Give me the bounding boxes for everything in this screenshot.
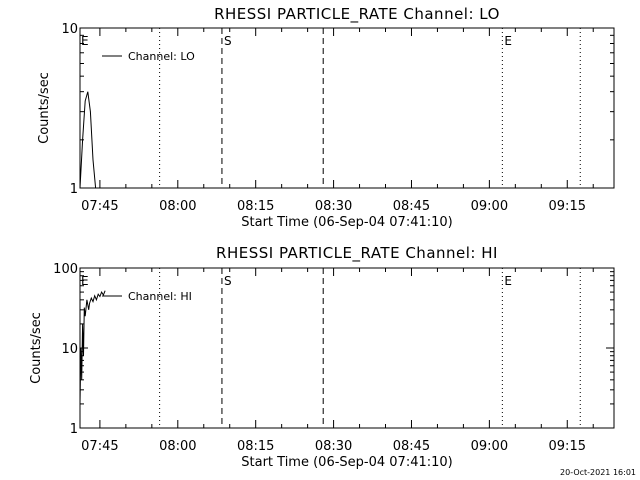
chart-panel-2: RHESSI PARTICLE_RATE Channel: HI 07:45 08:… bbox=[29, 244, 615, 470]
y-tick-label: 1 bbox=[70, 422, 78, 437]
x-tick-label: 08:45 bbox=[393, 439, 430, 454]
x-tick-label: 09:15 bbox=[549, 439, 586, 454]
legend-entry: Channel: LO bbox=[128, 50, 195, 63]
x-tick-label: 07:45 bbox=[81, 439, 118, 454]
chart-title: RHESSI PARTICLE_RATE Channel: LO bbox=[214, 5, 500, 24]
event-line-label: S bbox=[224, 34, 232, 48]
timestamp: 20-Oct-2021 16:01 bbox=[560, 468, 636, 477]
x-tick-label: 08:30 bbox=[315, 439, 352, 454]
x-axis-label: Start Time (06-Sep-04 07:41:10) bbox=[241, 215, 452, 230]
legend-entry: Channel: HI bbox=[128, 290, 192, 303]
plot-frame bbox=[79, 27, 615, 189]
x-axis-label: Start Time (06-Sep-04 07:41:10) bbox=[241, 455, 452, 470]
x-tick-label: 08:00 bbox=[159, 199, 196, 214]
x-tick-label: 09:00 bbox=[471, 199, 508, 214]
x-tick-label: 08:15 bbox=[237, 439, 274, 454]
y-axis-label: Counts/sec bbox=[37, 72, 52, 144]
x-tick-label: 09:00 bbox=[471, 439, 508, 454]
y-tick-label: 10 bbox=[61, 342, 78, 357]
x-tick-label: 08:15 bbox=[237, 199, 274, 214]
event-line-label: E bbox=[504, 274, 512, 288]
event-line-label: S bbox=[224, 274, 232, 288]
y-axis-label: Counts/sec bbox=[29, 312, 44, 384]
chart-panel-1: RHESSI PARTICLE_RATE Channel: LO 07:45 08:… bbox=[37, 5, 615, 230]
x-tick-label: 08:30 bbox=[315, 199, 352, 214]
series-line bbox=[79, 91, 99, 189]
series-line bbox=[79, 290, 106, 404]
y-tick-label: 1 bbox=[70, 182, 78, 197]
x-tick-label: 09:15 bbox=[549, 199, 586, 214]
x-tick-label: 07:45 bbox=[81, 199, 118, 214]
x-tick-label: 08:45 bbox=[393, 199, 430, 214]
corner-marker-label: E bbox=[81, 34, 89, 48]
x-tick-label: 08:00 bbox=[159, 439, 196, 454]
corner-marker-label: E bbox=[81, 274, 89, 288]
y-tick-label: 100 bbox=[53, 262, 78, 277]
chart-title: RHESSI PARTICLE_RATE Channel: HI bbox=[216, 244, 498, 263]
y-tick-label: 10 bbox=[61, 22, 78, 37]
event-line-label: E bbox=[504, 34, 512, 48]
